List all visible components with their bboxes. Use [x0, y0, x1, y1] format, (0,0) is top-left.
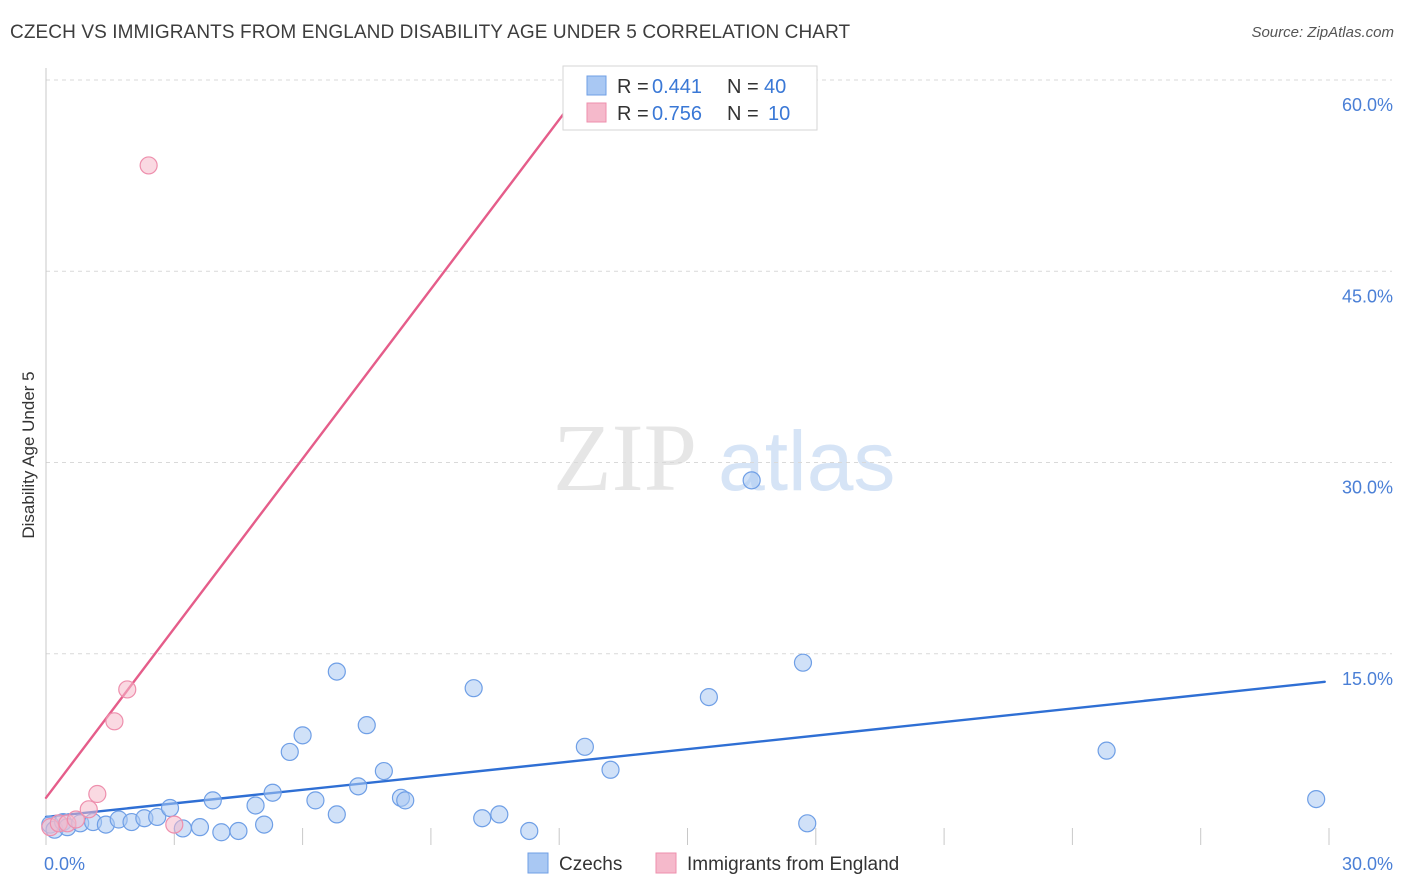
data-point-czechs [280, 742, 299, 762]
data-points [41, 156, 1326, 842]
tick-labels: 15.0% 30.0% 45.0% 60.0% 0.0% 30.0% [44, 95, 1393, 874]
legend-r-value: 0.756 [652, 103, 702, 125]
data-point-czechs [699, 687, 718, 707]
data-point-czechs [327, 805, 346, 824]
y-tick-label: 15.0% [1342, 669, 1393, 689]
data-point-czechs [327, 662, 346, 681]
legend-bottom-swatch-czechs [527, 852, 549, 874]
data-point-england [118, 680, 137, 699]
data-point-czechs [246, 796, 265, 815]
data-point-czechs [190, 818, 210, 837]
legend-n-label: N = [727, 76, 759, 98]
data-point-czechs [212, 823, 231, 842]
axes [45, 68, 1330, 845]
legend-r-value: 0.441 [652, 76, 702, 98]
data-point-england [88, 784, 107, 804]
legend-bottom-label-czechs: Czechs [559, 854, 622, 875]
data-point-czechs [293, 726, 312, 745]
data-point-czechs [396, 791, 415, 810]
legend-row-czechs: R = 0.441 N = 40 [586, 75, 786, 98]
data-point-czechs [798, 814, 817, 833]
y-tick-label: 45.0% [1342, 286, 1393, 306]
data-point-czechs [263, 783, 282, 802]
data-point-czechs [255, 815, 274, 834]
legend-r-label: R = [617, 76, 649, 98]
data-point-czechs [148, 807, 167, 827]
x-tick-label: 0.0% [44, 854, 85, 874]
data-point-czechs [793, 653, 813, 672]
legend-swatch-czechs [586, 75, 607, 96]
legend-n-value: 40 [764, 76, 786, 98]
legend-r-label: R = [617, 103, 649, 125]
trend-line-czechs [44, 680, 1326, 819]
data-point-czechs [306, 791, 325, 810]
data-point-england [165, 815, 184, 834]
legend-bottom-swatch-england [655, 852, 677, 874]
data-point-czechs [1097, 741, 1116, 760]
data-point-england [66, 810, 86, 829]
data-point-czechs [1307, 789, 1326, 809]
data-point-czechs [473, 809, 492, 828]
data-point-czechs [464, 679, 483, 698]
watermark-atlas: atlas [718, 414, 895, 508]
legend-row-england: R = 0.756 N = 10 [586, 102, 790, 125]
data-point-czechs [374, 761, 393, 781]
data-point-england [105, 712, 124, 731]
data-point-czechs [601, 760, 620, 779]
data-point-czechs [520, 821, 539, 841]
data-point-czechs [357, 716, 376, 735]
source-credit: Source: ZipAtlas.com [1251, 24, 1394, 41]
legend-n-label: N = [727, 103, 759, 125]
data-point-czechs [349, 777, 368, 796]
watermark-zip: ZIP [553, 404, 697, 511]
legend-bottom: Czechs Immigrants from England [527, 852, 899, 875]
y-axis-label: Disability Age Under 5 [19, 371, 38, 538]
trend-lines [44, 78, 1326, 819]
data-point-england [79, 800, 98, 819]
data-point-czechs [575, 737, 594, 756]
data-point-czechs [490, 805, 509, 824]
gridlines [46, 79, 1392, 655]
legend-top: R = 0.441 N = 40 R = 0.756 N = 10 [562, 65, 818, 131]
chart-title: CZECH VS IMMIGRANTS FROM ENGLAND DISABIL… [10, 22, 851, 43]
legend-swatch-england [586, 102, 607, 123]
y-tick-label: 30.0% [1342, 478, 1393, 498]
trend-line-england [44, 78, 591, 800]
data-point-czechs [742, 471, 761, 490]
legend-n-value: 10 [768, 103, 790, 125]
data-point-czechs [229, 821, 248, 841]
data-point-england [139, 156, 158, 175]
data-point-czechs [160, 798, 180, 818]
data-point-czechs [203, 791, 222, 810]
legend-bottom-label-england: Immigrants from England [687, 854, 899, 875]
x-tick-label: 30.0% [1342, 854, 1393, 874]
y-tick-label: 60.0% [1342, 95, 1393, 115]
